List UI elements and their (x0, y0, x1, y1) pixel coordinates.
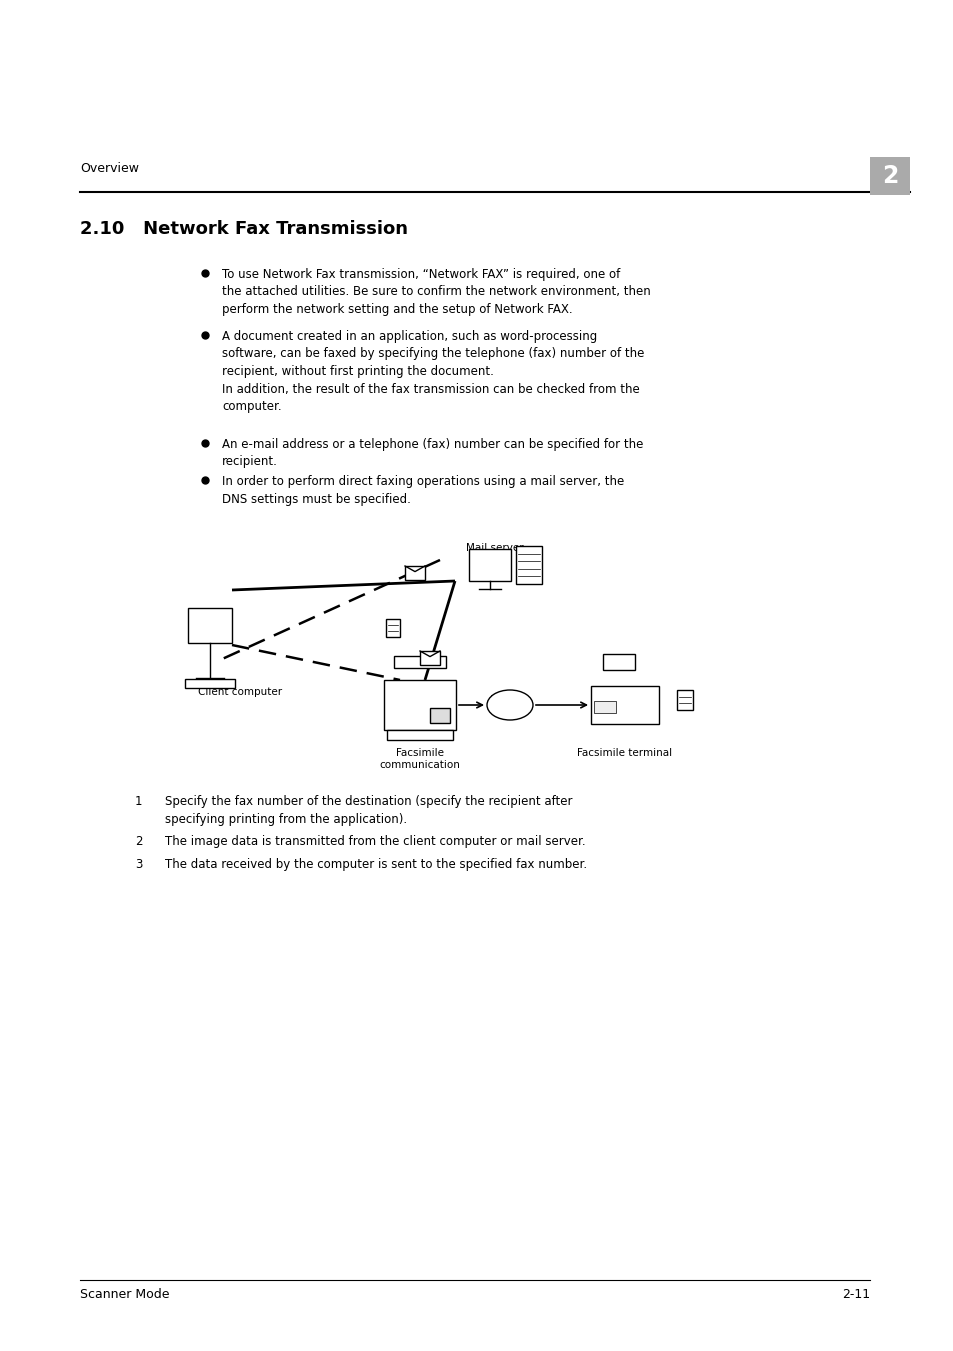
Text: In order to perform direct faxing operations using a mail server, the
DNS settin: In order to perform direct faxing operat… (222, 476, 623, 505)
Bar (386, 619, 399, 638)
Bar (677, 690, 692, 711)
Text: Telephone
line: Telephone line (490, 696, 529, 715)
Text: Overview: Overview (80, 162, 139, 176)
Text: A document created in an application, such as word-processing
software, can be f: A document created in an application, su… (222, 330, 643, 413)
Text: Scanner Mode: Scanner Mode (80, 1288, 170, 1301)
Bar (602, 654, 635, 670)
Bar (469, 549, 511, 581)
FancyBboxPatch shape (869, 157, 909, 195)
Text: 2: 2 (135, 835, 142, 848)
Text: Facsimile terminal: Facsimile terminal (577, 748, 672, 758)
Text: Client computer: Client computer (198, 688, 282, 697)
Bar (430, 708, 450, 723)
Text: 2.10   Network Fax Transmission: 2.10 Network Fax Transmission (80, 220, 408, 238)
Text: Specify the fax number of the destination (specify the recipient after
specifyin: Specify the fax number of the destinatio… (165, 794, 572, 825)
Text: 1: 1 (135, 794, 142, 808)
Text: The data received by the computer is sent to the specified fax number.: The data received by the computer is sen… (165, 858, 586, 871)
Text: 2: 2 (881, 163, 897, 188)
Bar (185, 678, 234, 688)
Text: 2-11: 2-11 (841, 1288, 869, 1301)
Text: Facsimile
communication: Facsimile communication (379, 748, 460, 770)
Bar (590, 686, 659, 724)
Bar (419, 651, 439, 665)
Text: An e-mail address or a telephone (fax) number can be specified for the
recipient: An e-mail address or a telephone (fax) n… (222, 438, 642, 469)
Text: To use Network Fax transmission, “Network FAX” is required, one of
the attached : To use Network Fax transmission, “Networ… (222, 267, 650, 316)
Bar (594, 701, 616, 713)
Bar (405, 566, 424, 580)
Bar (394, 657, 446, 667)
Bar (188, 608, 232, 643)
Bar (387, 730, 453, 740)
Bar (516, 546, 541, 584)
Text: 3: 3 (135, 858, 142, 871)
Text: The image data is transmitted from the client computer or mail server.: The image data is transmitted from the c… (165, 835, 585, 848)
Text: Mail server: Mail server (466, 543, 523, 553)
Ellipse shape (486, 690, 533, 720)
Bar (384, 680, 456, 730)
